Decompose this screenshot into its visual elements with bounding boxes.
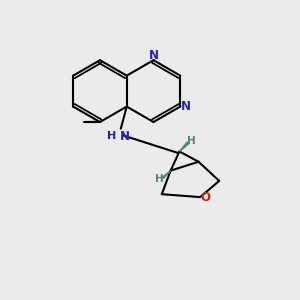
Text: N: N	[148, 49, 158, 62]
Polygon shape	[162, 171, 171, 178]
Text: O: O	[200, 190, 210, 204]
Text: H: H	[155, 174, 164, 184]
Text: H: H	[187, 136, 196, 146]
Text: N: N	[120, 130, 130, 142]
Text: H: H	[107, 131, 116, 141]
Polygon shape	[179, 142, 190, 152]
Text: N: N	[181, 100, 190, 113]
